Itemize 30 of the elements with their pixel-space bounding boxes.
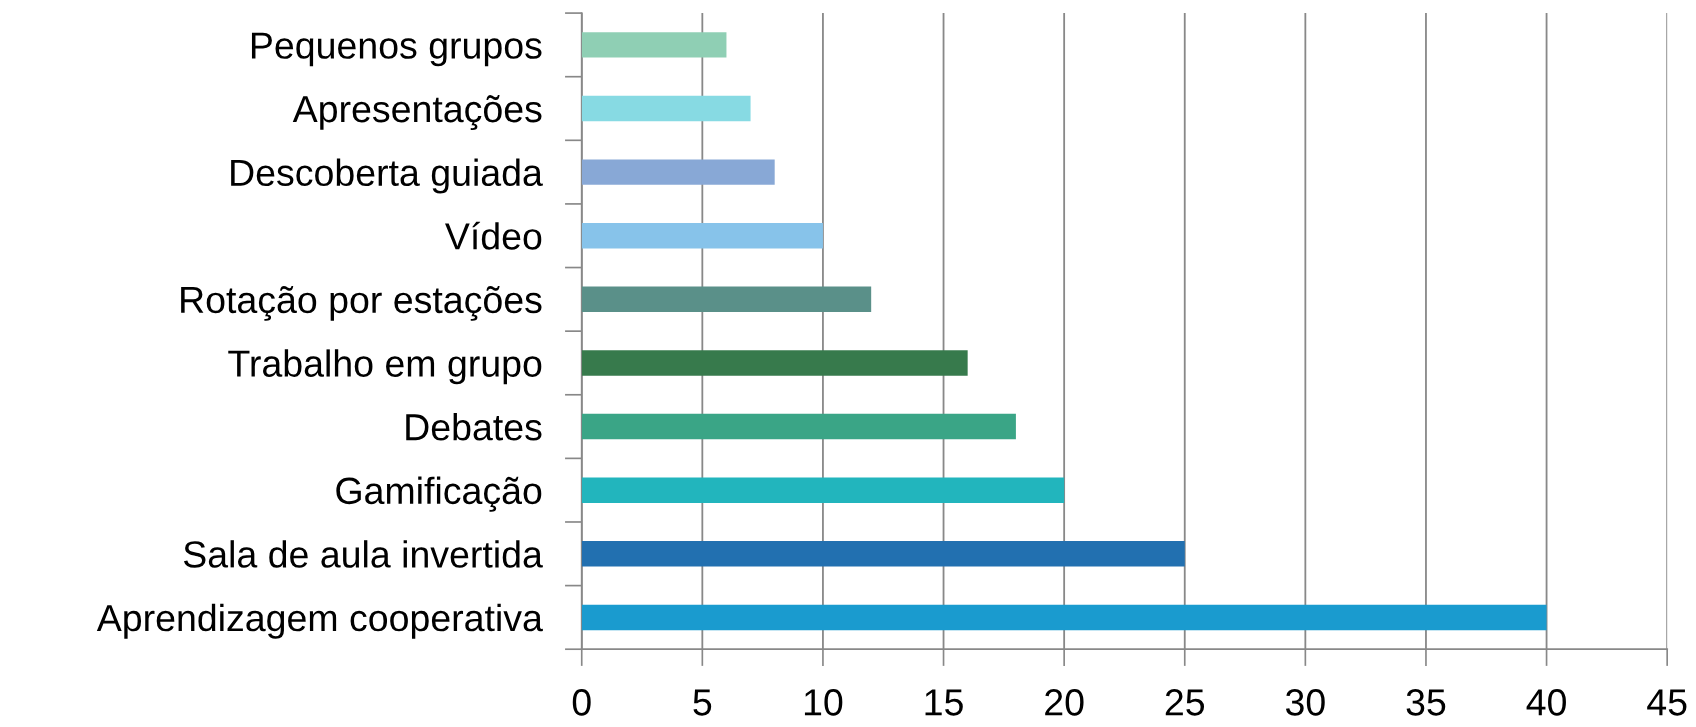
bar [581,159,775,185]
bar [581,477,1065,503]
bar [581,95,751,122]
y-tick-label: Vídeo [445,221,542,250]
bar [581,32,727,58]
bar [581,350,968,376]
x-tick-label: 35 [1406,689,1446,716]
bar [581,604,1547,631]
y-tick-label: Aprendizagem cooperativa [96,603,543,639]
y-tick-label: Gamificação [336,476,542,512]
x-tick-label: 30 [1285,689,1325,716]
bar [581,413,1016,440]
y-tick-label: Debates [406,412,542,441]
y-tick-label: Apresentações [292,95,542,130]
bar [581,223,823,249]
bar [581,286,872,313]
y-tick-label: Descoberta guiada [231,158,543,194]
y-tick-label: Sala de aula invertida [183,540,543,568]
y-tick-label: Pequenos grupos [251,32,542,67]
x-tick-label: 25 [1165,689,1205,716]
x-tick-label: 45 [1647,689,1687,716]
x-tick-label: 5 [693,689,712,716]
bar [581,541,1185,567]
x-tick-label: 15 [925,689,963,716]
x-tick-label: 10 [804,689,843,716]
x-tick-label: 40 [1526,689,1566,716]
y-tick-label: Trabalho em grupo [228,349,542,385]
x-tick-label: 20 [1045,689,1084,716]
y-tick-label: Rotação por estações [181,285,542,321]
x-tick-label: 0 [572,689,591,716]
